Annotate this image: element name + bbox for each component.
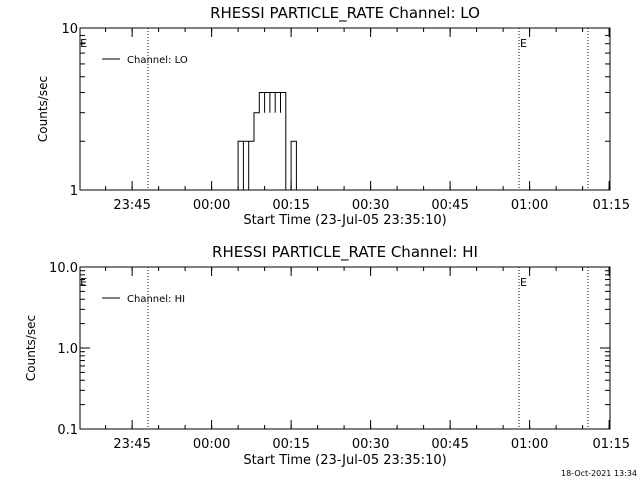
chart-title: RHESSI PARTICLE_RATE Channel: LO: [210, 4, 480, 23]
y-tick-label: 1.0: [57, 342, 78, 357]
x-tick-label: 00:15: [272, 198, 309, 213]
y-tick-label: 10: [61, 22, 78, 37]
event-marker-label: E: [80, 37, 87, 50]
y-axis-label: Counts/sec: [36, 76, 50, 142]
x-axis-label: Start Time (23-Jul-05 23:35:10): [243, 453, 446, 468]
x-tick-label: 00:00: [193, 437, 230, 452]
x-tick-label: 00:45: [431, 437, 468, 452]
x-tick-label: 00:30: [352, 198, 389, 213]
legend-entry: Channel: HI: [127, 294, 185, 305]
y-axis-label: Counts/sec: [24, 315, 38, 381]
x-tick-label: 23:45: [113, 198, 150, 213]
x-tick-label: 00:45: [431, 198, 468, 213]
y-tick-label: 10.0: [49, 261, 78, 276]
chart-title: RHESSI PARTICLE_RATE Channel: HI: [212, 243, 478, 262]
x-tick-label: 01:00: [511, 198, 548, 213]
chart-panel-2: RHESSI PARTICLE_RATE Channel: HI 23:45 00:…: [24, 243, 630, 468]
event-marker-label: E: [520, 276, 527, 289]
data-series-line: [237, 92, 297, 191]
y-tick-label: 1: [70, 184, 78, 199]
x-tick-label: 01:15: [593, 198, 630, 213]
footer-timestamp: 18-Oct-2021 13:34: [561, 469, 637, 478]
x-tick-label: 01:15: [593, 437, 630, 452]
x-tick-label: 23:45: [113, 437, 150, 452]
plot-frame: [79, 27, 611, 191]
event-marker-label: E: [520, 37, 527, 50]
x-tick-label: 01:00: [511, 437, 548, 452]
chart-panel-1: RHESSI PARTICLE_RATE Channel: LO 23:45 00:…: [36, 4, 630, 228]
x-tick-label: 00:15: [272, 437, 309, 452]
x-axis-label: Start Time (23-Jul-05 23:35:10): [243, 213, 446, 228]
x-tick-label: 00:00: [193, 198, 230, 213]
event-marker-label: E: [80, 276, 87, 289]
x-tick-label: 00:30: [352, 437, 389, 452]
y-tick-label: 0.1: [57, 423, 78, 438]
legend-entry: Channel: LO: [127, 55, 188, 66]
